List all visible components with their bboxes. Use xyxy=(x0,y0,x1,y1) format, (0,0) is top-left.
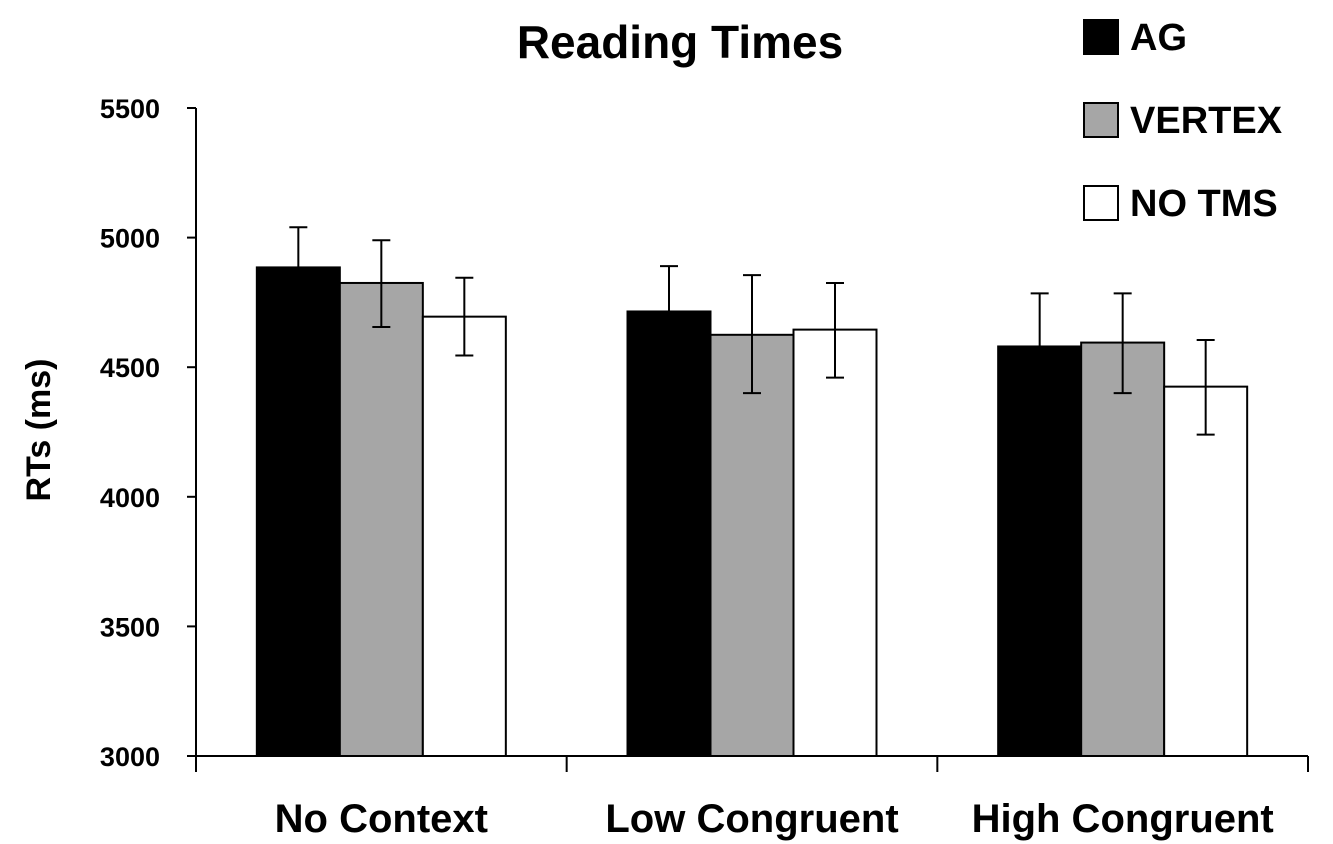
bar-ag-1 xyxy=(626,310,712,757)
y-tick-label: 3500 xyxy=(100,612,160,642)
legend-item-ag: AG xyxy=(1083,17,1187,59)
category-label: Low Congruent xyxy=(605,797,898,841)
error-bar xyxy=(1196,338,1215,436)
y-tick-label: 4500 xyxy=(100,353,160,383)
error-bar xyxy=(1113,292,1132,395)
y-tick-labels: 3000 3500 4000 4500 5000 5500 xyxy=(100,94,160,772)
legend-label: NO TMS xyxy=(1130,183,1278,225)
bar-vertex-1 xyxy=(709,333,795,757)
legend-label: AG xyxy=(1130,17,1187,59)
legend-swatch xyxy=(1083,102,1119,138)
legend-label: VERTEX xyxy=(1130,100,1283,142)
error-bar xyxy=(660,265,678,358)
bar-ag-2 xyxy=(997,345,1083,757)
bar-vertex-0 xyxy=(338,281,424,757)
bars xyxy=(255,266,1249,757)
y-tick-label: 3000 xyxy=(100,742,160,772)
bar-no-tms-2 xyxy=(1163,385,1249,757)
category-labels: No Context Low Congruent High Congruent xyxy=(275,797,1274,841)
legend-item-no-tms: NO TMS xyxy=(1083,183,1278,225)
legend-swatch xyxy=(1083,185,1119,221)
y-tick-label: 4000 xyxy=(100,483,160,513)
error-bar xyxy=(826,281,844,379)
legend-item-vertex: VERTEX xyxy=(1083,100,1283,142)
y-tick-label: 5000 xyxy=(100,224,160,254)
error-bar xyxy=(289,226,308,309)
legend: AG VERTEX NO TMS xyxy=(1083,17,1283,225)
error-bar xyxy=(1030,292,1049,400)
error-bar xyxy=(743,274,761,395)
bar-no-tms-1 xyxy=(792,328,878,757)
error-bar xyxy=(372,239,391,329)
error-bars xyxy=(289,226,1215,436)
bar-ag-0 xyxy=(255,266,341,757)
error-bar xyxy=(455,276,474,357)
bar-vertex-2 xyxy=(1080,341,1166,757)
legend-swatch xyxy=(1083,19,1119,55)
chart-title: Reading Times xyxy=(517,16,843,68)
category-label: No Context xyxy=(275,797,488,841)
y-axis-title: RTs (ms) xyxy=(20,359,58,502)
bar-no-tms-0 xyxy=(421,315,507,757)
category-label: High Congruent xyxy=(972,797,1274,841)
y-tick-label: 5500 xyxy=(100,94,160,124)
